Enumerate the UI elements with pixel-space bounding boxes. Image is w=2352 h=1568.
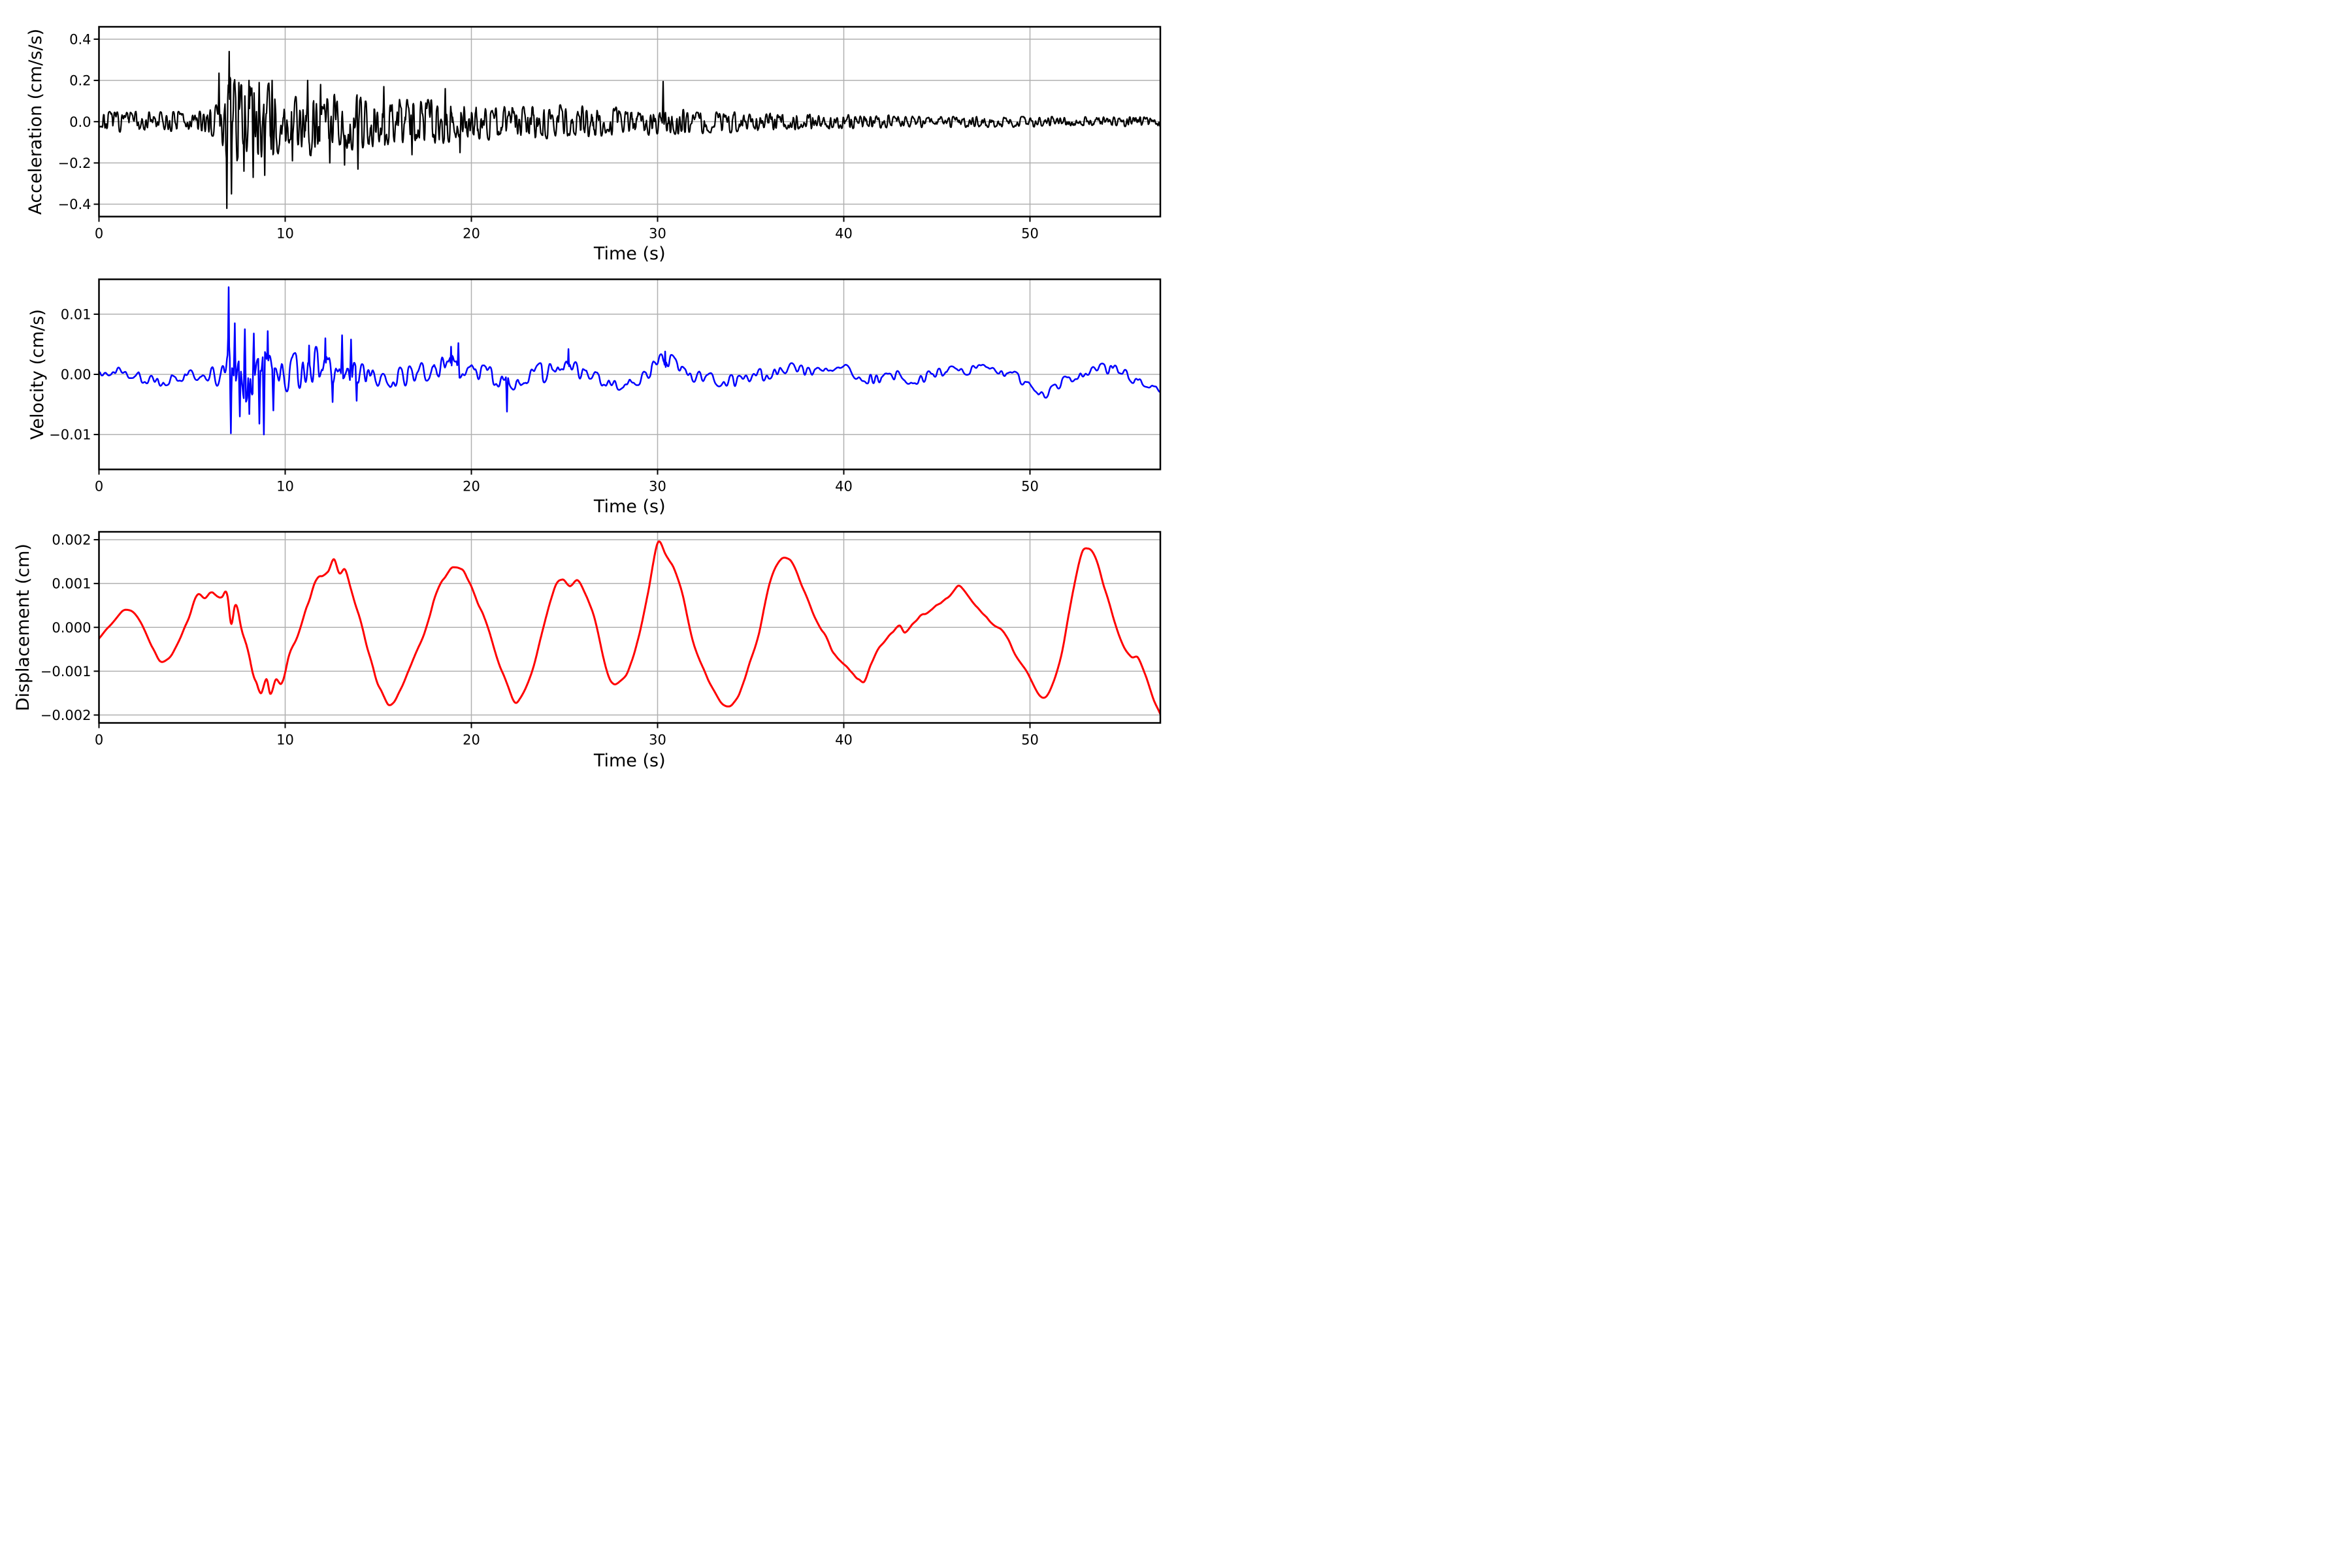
x-tick-label: 0 [95,479,103,495]
y-tick-label: 0.2 [69,73,91,89]
charts-canvas: 0 10 20 30 40 50 0.4 0.2 0.0 −0.2 −0.4 0 10 20 30 40 50… [13,25,1162,771]
acceleration-ylabel: Acceleration (cm/s/s) [25,29,46,215]
time-xlabel-displacement: Time (s) [593,751,666,771]
x-tick-label: 30 [649,732,666,748]
velocity-ylabel: Velocity (cm/s) [27,309,48,440]
x-tick-label: 20 [463,226,480,242]
acceleration-plot: 0 10 20 30 40 50 0.4 0.2 0.0 −0.2 −0.4 [58,25,1162,242]
x-tick-label: 50 [1021,732,1039,748]
displacement-plot: 0 10 20 30 40 50 0.002 0.001 0.000 −0.001 −0.002 [41,531,1162,748]
time-xlabel-velocity: Time (s) [593,497,666,517]
y-tick-label: −0.002 [41,708,91,723]
displacement-trace [99,540,1160,715]
y-tick-label: 0.001 [52,576,91,592]
velocity-trace [99,286,1160,436]
velocity-plot: 0 10 20 30 40 50 0.01 0.00 −0.01 [49,278,1162,495]
y-tick-label: 0.01 [61,306,91,322]
x-tick-label: 50 [1021,226,1039,242]
y-tick-label: −0.01 [49,427,91,443]
y-tick-label: 0.002 [52,532,91,548]
y-tick-label: 0.000 [52,620,91,636]
x-tick-label: 30 [649,479,666,495]
x-tick-label: 10 [276,479,294,495]
x-tick-label: 40 [835,226,853,242]
x-tick-label: 40 [835,479,853,495]
y-tick-label: −0.001 [41,664,91,679]
x-tick-label: 20 [463,732,480,748]
y-tick-label: −0.2 [58,155,91,171]
x-tick-label: 50 [1021,479,1039,495]
x-tick-label: 40 [835,732,853,748]
displacement-ylabel: Displacement (cm) [13,544,33,711]
acceleration-trace [99,50,1160,209]
y-tick-label: −0.4 [58,197,91,212]
y-tick-label: 0.4 [69,31,91,47]
time-xlabel-acceleration: Time (s) [593,244,666,264]
seismogram-figure: 0 10 20 30 40 50 0.4 0.2 0.0 −0.2 −0.4 0 10 20 30 40 50… [0,0,1176,784]
x-tick-label: 20 [463,479,480,495]
y-tick-label: 0.0 [69,114,91,130]
x-tick-label: 30 [649,226,666,242]
x-tick-label: 10 [276,732,294,748]
x-tick-label: 10 [276,226,294,242]
y-tick-label: 0.00 [61,367,91,383]
x-tick-label: 0 [95,226,103,242]
x-tick-label: 0 [95,732,103,748]
